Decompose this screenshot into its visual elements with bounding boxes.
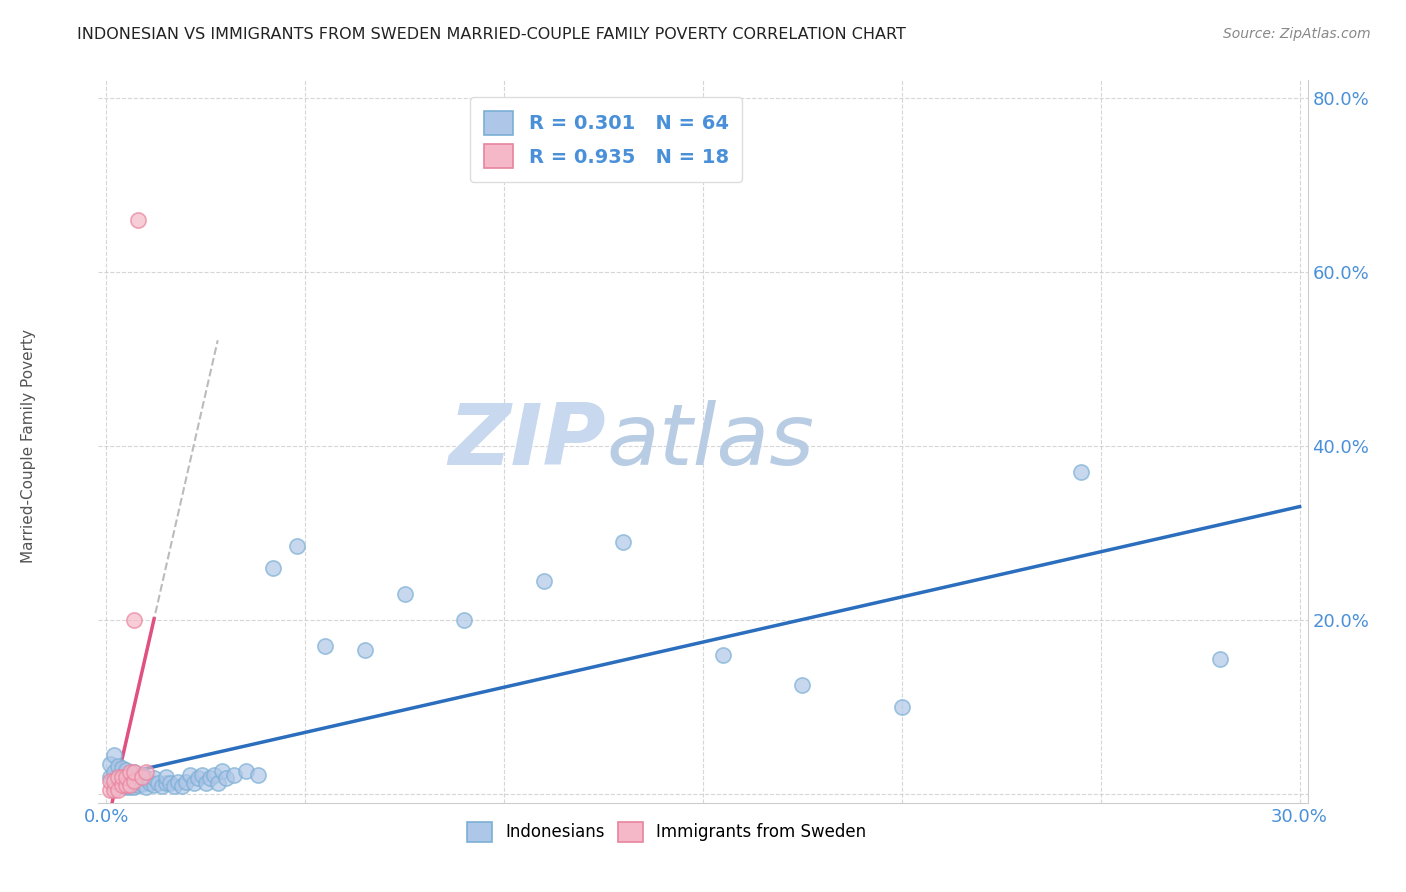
Point [211, 764, 233, 779]
Point [246, 768, 269, 782]
Point [98, 782, 121, 797]
Point [143, 778, 166, 792]
Point [150, 779, 173, 793]
Point [207, 776, 229, 790]
Point [131, 768, 153, 782]
Point [127, 778, 149, 792]
Point [98, 756, 121, 771]
Point [115, 778, 138, 792]
Point [202, 768, 225, 782]
Point [111, 770, 134, 784]
Point [612, 534, 634, 549]
Point [103, 778, 125, 792]
Point [262, 561, 284, 575]
Point [890, 700, 912, 714]
Point [98, 774, 121, 789]
Point [127, 770, 149, 784]
Point [155, 770, 177, 784]
Point [120, 768, 142, 782]
Point [792, 678, 814, 692]
Point [103, 782, 125, 797]
Point [170, 779, 193, 793]
Point [115, 780, 138, 794]
Text: ZIP: ZIP [449, 400, 606, 483]
Point [354, 643, 377, 657]
Point [235, 764, 257, 779]
Point [131, 770, 153, 784]
Point [139, 776, 162, 790]
Point [222, 768, 245, 782]
Point [120, 765, 142, 780]
Point [122, 774, 145, 789]
Point [120, 780, 142, 794]
Point [163, 779, 186, 793]
Point [159, 776, 181, 790]
Point [143, 772, 166, 786]
Point [394, 587, 416, 601]
Point [111, 761, 134, 775]
Point [198, 772, 221, 786]
Point [135, 772, 157, 786]
Point [194, 776, 217, 790]
Point [1209, 652, 1232, 666]
Point [174, 775, 197, 789]
Point [179, 768, 201, 782]
Point [107, 770, 129, 784]
Point [98, 770, 121, 784]
Point [155, 776, 177, 790]
Point [111, 778, 134, 792]
Point [122, 765, 145, 780]
Point [120, 778, 142, 792]
Point [122, 780, 145, 794]
Point [215, 772, 238, 786]
Text: Source: ZipAtlas.com: Source: ZipAtlas.com [1223, 27, 1371, 41]
Point [122, 774, 145, 789]
Point [135, 780, 157, 794]
Point [120, 774, 142, 789]
Point [115, 763, 138, 777]
Point [103, 747, 125, 762]
Point [107, 780, 129, 794]
Point [183, 776, 205, 790]
Point [131, 777, 153, 791]
Point [1070, 465, 1092, 479]
Point [167, 775, 190, 789]
Point [127, 212, 149, 227]
Text: Married-Couple Family Poverty: Married-Couple Family Poverty [21, 329, 35, 563]
Point [107, 782, 129, 797]
Point [122, 613, 145, 627]
Point [453, 613, 475, 627]
Text: atlas: atlas [606, 400, 814, 483]
Point [115, 770, 138, 784]
Point [533, 574, 555, 588]
Point [146, 776, 169, 790]
Point [191, 768, 214, 782]
Point [111, 770, 134, 784]
Text: INDONESIAN VS IMMIGRANTS FROM SWEDEN MARRIED-COUPLE FAMILY POVERTY CORRELATION C: INDONESIAN VS IMMIGRANTS FROM SWEDEN MAR… [77, 27, 907, 42]
Point [314, 639, 336, 653]
Point [103, 774, 125, 789]
Point [711, 648, 734, 662]
Legend: Indonesians, Immigrants from Sweden: Indonesians, Immigrants from Sweden [460, 815, 873, 848]
Point [103, 765, 125, 780]
Point [111, 778, 134, 792]
Point [187, 772, 209, 786]
Point [285, 539, 308, 553]
Point [122, 765, 145, 780]
Point [107, 759, 129, 773]
Point [135, 765, 157, 780]
Point [115, 772, 138, 786]
Point [107, 772, 129, 786]
